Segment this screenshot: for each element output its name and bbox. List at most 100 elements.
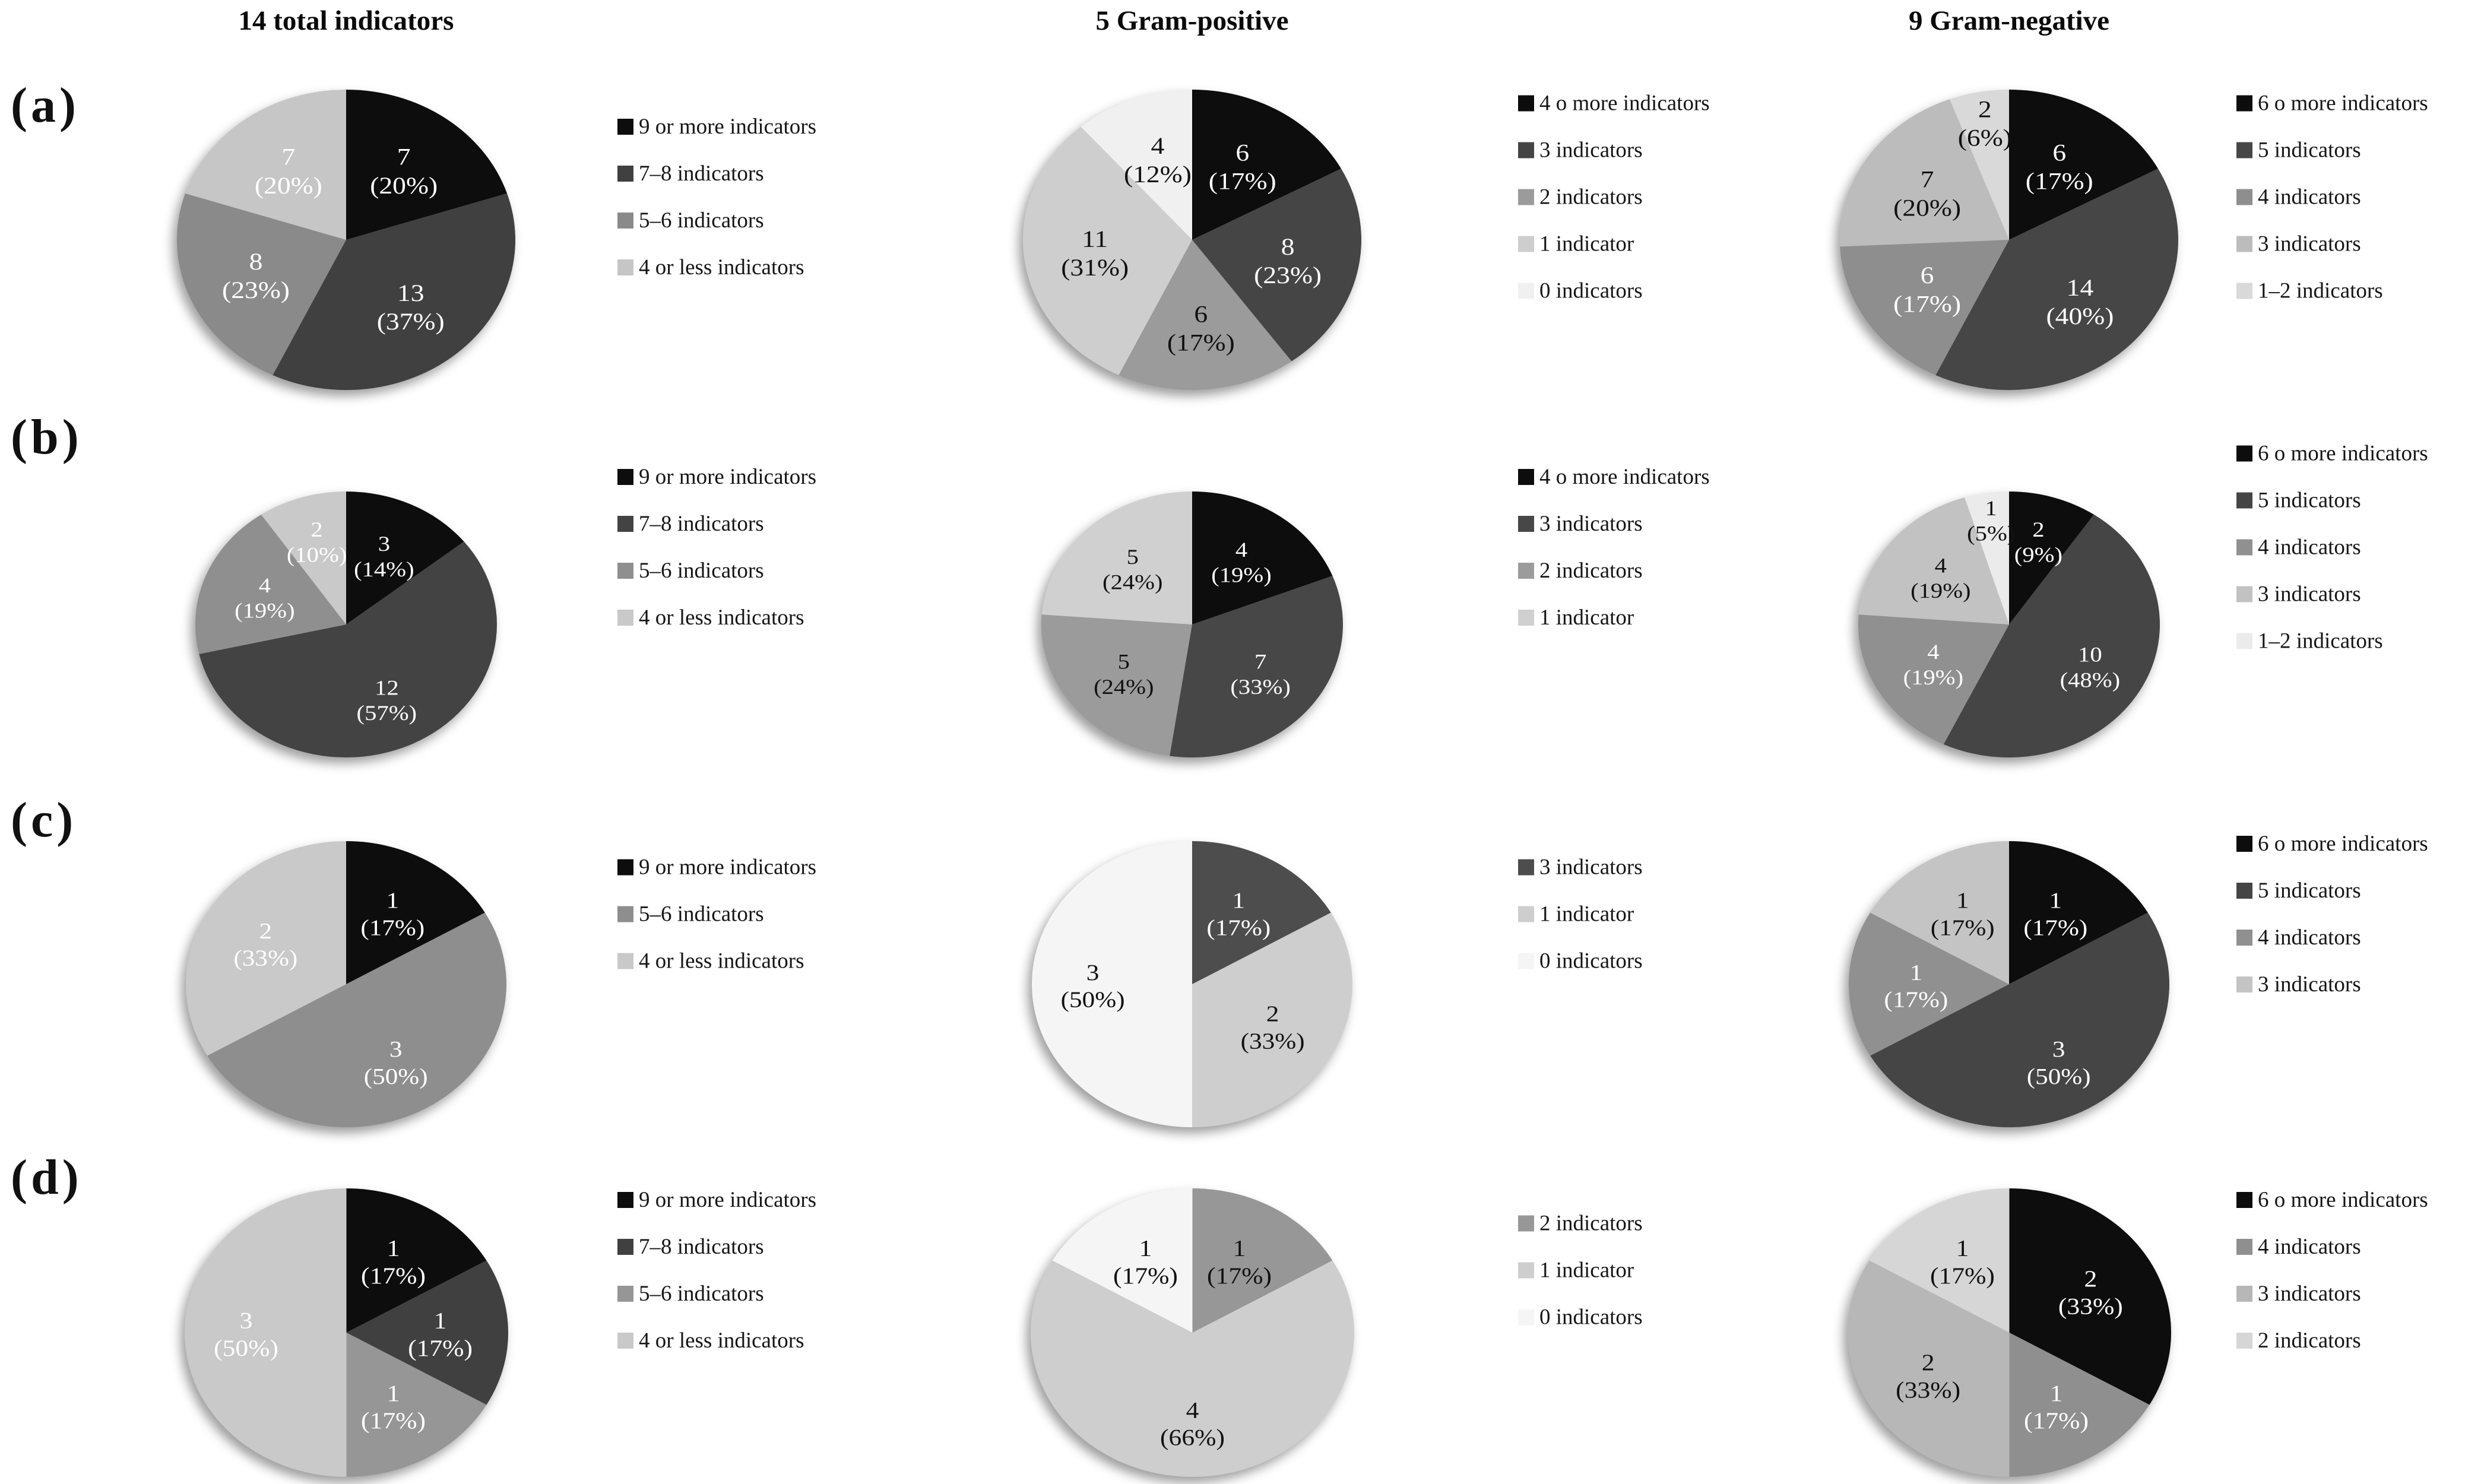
legend-label: 9 or more indicators [639,1188,816,1212]
pie-chart-a-gram-positive: 6(17%) 8(23%) 6(17%) 11(31%) 4(12%) [1023,90,1361,390]
legend-swatch-icon [1518,1262,1534,1279]
legend-swatch-icon [617,953,633,969]
legend-a-gram-negative: 6 o more indicators 5 indicators 4 indicat… [2236,93,2428,302]
legend-label: 4 or less indicators [639,1328,804,1353]
legend-swatch-icon [617,610,633,626]
legend-swatch-icon [617,1239,633,1255]
legend-item-c-total-1: 5–6 indicators [617,903,816,925]
pie-slice-d-gram-positive-2 [1052,1188,1192,1333]
pie-slice-c-gram-negative-3 [1870,841,2009,984]
legend-item-b-gram-positive-0: 4 o more indicators [1518,466,1710,488]
legend-item-c-total-0: 9 or more indicators [617,857,816,879]
row-label-d: (d) [11,1150,83,1205]
slice-label-a-gram-negative-2: 6(17%) [1893,263,1961,318]
legend-label: 1 indicator [1539,605,1634,630]
legend-item-a-gram-negative-0: 6 o more indicators [2236,93,2428,115]
pie-slice-a-gram-negative-4 [1949,90,2009,240]
row-label-c: (c) [11,792,77,848]
legend-label: 3 indicators [2258,582,2361,607]
legend-swatch-icon [1518,189,1534,205]
legend-label: 4 or less indicators [639,605,804,630]
pie-slice-c-gram-negative-2 [1849,912,2009,1056]
legend-item-b-total-2: 5–6 indicators [617,560,816,582]
slice-label-b-gram-positive-3: 5(24%) [1102,546,1163,594]
legend-item-c-gram-negative-1: 5 indicators [2236,880,2428,902]
legend-swatch-icon [1518,236,1534,252]
pie-slice-c-gram-positive-2 [1032,841,1192,1127]
legend-label: 5 indicators [2258,138,2361,163]
slice-label-a-gram-negative-0: 6(17%) [2026,140,2093,195]
slice-label-c-total-2: 2(33%) [233,918,297,971]
slice-label-d-gram-negative-3: 1(17%) [1930,1235,1995,1289]
legend-label: 5–6 indicators [639,902,764,927]
legend-d-gram-negative: 6 o more indicators 4 indicators 3 indicat… [2236,1189,2428,1352]
slice-label-a-gram-positive-0: 6(17%) [1209,140,1276,195]
pie-slice-b-gram-positive-2 [1041,614,1192,756]
pie-slice-a-total-2 [176,193,346,375]
legend-item-d-gram-positive-2: 0 indicators [1518,1307,1643,1328]
legend-label: 4 indicators [2258,1235,2361,1259]
pie-slice-a-gram-negative-0 [2009,90,2158,240]
slice-label-c-gram-positive-1: 2(33%) [1241,1001,1305,1054]
legend-label: 3 indicators [1539,138,1643,163]
pie-chart-c-gram-negative: 1(17%) 3(50%) 1(17%) 1(17%) [1849,841,2169,1127]
column-title: 14 total indicators [238,5,454,36]
legend-item-b-gram-positive-1: 3 indicators [1518,513,1710,535]
pie-chart-d-gram-positive: 1(17%) 4(66%) 1(17%) [1030,1188,1354,1477]
pie-slice-b-gram-negative-0 [2009,492,2095,624]
pie-chart-c-total: 1(17%) 3(50%) 2(33%) [185,841,507,1127]
legend-label: 2 indicators [1539,185,1643,210]
pie-slice-a-total-0 [346,90,508,240]
slice-label-b-gram-positive-1: 7(33%) [1230,650,1291,699]
pie-chart-b-gram-positive: 4(19%) 7(33%) 5(24%) 5(24%) [1041,492,1343,757]
legend-label: 6 o more indicators [2258,91,2428,116]
legend-label: 7–8 indicators [639,512,764,536]
column-title: 9 Gram-negative [1908,5,2110,36]
legend-swatch-icon [2236,1286,2252,1302]
legend-item-d-gram-negative-0: 6 o more indicators [2236,1189,2428,1211]
legend-item-d-gram-negative-1: 4 indicators [2236,1236,2428,1258]
slice-label-b-gram-negative-3: 4(19%) [1910,554,1971,603]
slice-label-c-gram-negative-3: 1(17%) [1931,888,1995,940]
slice-label-a-gram-positive-1: 8(23%) [1254,234,1322,288]
legend-item-a-gram-negative-3: 3 indicators [2236,233,2428,255]
legend-label: 4 o more indicators [1539,91,1710,116]
slice-label-c-gram-negative-0: 1(17%) [2023,888,2087,940]
slice-label-c-gram-positive-0: 1(17%) [1206,888,1270,940]
legend-item-c-gram-negative-2: 4 indicators [2236,927,2428,949]
legend-item-c-total-2: 4 or less indicators [617,950,816,972]
slice-label-d-gram-negative-2: 2(33%) [1896,1349,1960,1403]
legend-label: 7–8 indicators [639,161,764,186]
slice-label-d-gram-negative-0: 2(33%) [2058,1266,2122,1319]
legend-d-total: 9 or more indicators 7–8 indicators 5–6 in… [617,1189,816,1352]
legend-label: 5–6 indicators [639,559,764,583]
slice-label-b-total-3: 2(10%) [287,518,347,567]
legend-label: 2 indicators [1539,1211,1643,1236]
legend-item-a-gram-negative-4: 1–2 indicators [2236,280,2428,302]
legend-label: 5 indicators [2258,488,2361,513]
pie-slice-c-gram-positive-1 [1192,912,1352,1127]
legend-item-d-gram-negative-3: 2 indicators [2236,1330,2428,1352]
legend-c-gram-positive: 3 indicators 1 indicator 0 indicators [1518,857,1643,972]
pie-slice-b-gram-negative-3 [1858,497,2009,624]
pie-slice-a-total-1 [273,193,515,391]
legend-label: 1 indicator [1539,1258,1634,1283]
legend-item-a-gram-positive-1: 3 indicators [1518,139,1710,161]
legend-swatch-icon [1518,469,1534,485]
pie-slice-d-gram-positive-1 [1030,1260,1354,1477]
legend-swatch-icon [617,166,633,182]
pie-chart-b-total: 3(14%) 12(57%) 4(19%) 2(10%) [195,492,497,757]
legend-item-a-total-2: 5–6 indicators [617,210,816,232]
pie-chart-c-gram-positive: 1(17%) 2(33%) 3(50%) [1032,841,1352,1127]
slice-label-d-total-3: 3(50%) [214,1308,278,1361]
pie-slice-b-gram-negative-1 [1943,514,2160,757]
legend-item-d-total-3: 4 or less indicators [617,1330,816,1352]
legend-swatch-icon [617,906,633,922]
pie-slice-d-gram-negative-1 [2009,1333,2149,1477]
legend-label: 5–6 indicators [639,1282,764,1306]
pie-slice-c-gram-negative-1 [1870,912,2169,1127]
slice-label-b-gram-negative-4: 1(5%) [1967,497,2015,546]
slice-label-c-gram-negative-2: 1(17%) [1884,960,1948,1012]
legend-label: 3 indicators [2258,1282,2361,1306]
legend-swatch-icon [2236,976,2252,992]
